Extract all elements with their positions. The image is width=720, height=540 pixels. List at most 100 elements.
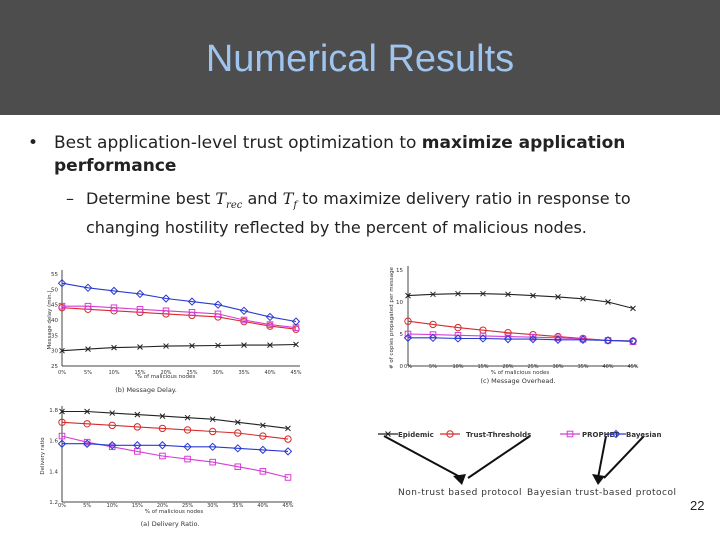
x-tick-label: 30% [552,364,563,370]
annotation-bayesian-trust: Bayesian trust-based protocol [527,488,677,498]
legend-label: PROPHET [582,431,619,439]
epidemic-point [293,341,299,348]
prophet-point [84,302,92,310]
prophet-point [108,443,116,451]
bayesian-point [208,442,217,452]
x-tick-label: 45% [282,503,293,509]
t-f-base: T [282,189,294,208]
bayesian-point [135,289,145,299]
bayesian-point [503,334,513,344]
y-tick-label: 1.4 [49,469,58,475]
t-rec-symbol: Trec [215,189,243,212]
epidemic-point [530,292,536,299]
epidemic-point [137,344,143,350]
annotation-arrows [383,435,645,485]
x-axis-label: % of malicious nodes [491,370,550,376]
x-tick-label: 10% [452,364,463,370]
y-axis-label: Delivery ratio [40,437,46,475]
y-tick-label: 10 [396,300,403,306]
epidemic-point [59,408,65,415]
epidemic-point-stroke-b [285,425,291,432]
sub-bullet-marker: – [66,189,74,208]
t-f-sub: f [293,200,298,212]
epidemic-point-stroke-b [293,341,299,348]
series-line-prophet [61,435,289,479]
epidemic-point-stroke-b [215,342,221,349]
x-tick-label: 35% [577,364,588,370]
y-tick-label: 0 [400,364,404,370]
y-tick-label: 1.2 [49,500,58,506]
sub-text-part2: and [242,189,283,208]
x-tick-label: 5% [84,370,92,376]
trust-thresholds-point [58,418,66,426]
epidemic-point-stroke-b [163,343,169,349]
bayesian-point [603,336,613,345]
trust-thresholds-point [404,317,412,325]
epidemic-point-stroke-b [630,305,636,312]
y-tick-label: 1.6 [49,439,58,445]
x-tick-label: 40% [602,364,613,370]
prophet-point [284,474,292,481]
epidemic-point-stroke-b [580,295,586,302]
prophet-point [214,310,222,318]
epidemic-point-stroke-b [530,292,536,299]
y-axis-label: Message delay (min.) [47,290,53,349]
epidemic-point [405,292,411,299]
x-tick-label: 15% [132,503,143,509]
epidemic-point-stroke-b [134,411,141,418]
trust-thresholds-point [454,323,462,332]
x-tick-label: 20% [502,364,513,370]
legend-label: Trust-Thresholds [466,431,531,439]
x-tick-label: 45% [290,370,301,376]
epidemic-point [455,290,461,297]
bullet-marker: • [28,133,39,153]
epidemic-point [385,431,391,437]
x-tick-label: 5% [83,503,91,509]
bayesian-point [187,297,197,306]
epidemic-point-stroke-b [59,408,65,415]
epidemic-point [234,419,241,426]
series-line-epidemic [407,293,634,309]
epidemic-point [630,305,636,312]
epidemic-point [267,342,273,349]
series-line-trust-thresholds [61,421,289,440]
prophet-point [188,309,196,316]
annotation-non-trust: Non-trust based protocol [398,488,522,498]
bayesian-point [611,429,621,439]
trust-thresholds-point [234,429,242,437]
prophet-point [234,463,242,471]
slide-header: Numerical Results [0,0,720,115]
epidemic-point [184,414,191,421]
chart-caption: (c) Message Overhead. [480,377,555,385]
series-line-trust-thresholds [61,307,297,330]
t-rec-sub: rec [226,200,243,212]
y-tick-label: 5 [400,332,404,338]
prophet-point [58,302,66,310]
trust-thresholds-point [133,423,142,431]
epidemic-point [159,413,166,419]
epidemic-point [430,291,436,298]
y-tick-label: 45 [51,303,58,309]
bayesian-point [239,306,249,316]
epidemic-point-stroke-b [159,413,166,419]
sub-bullet-text: Determine best Trec and Tf to maximize d… [86,188,686,239]
prophet-point [136,305,144,313]
bayesian-point [283,447,293,456]
epidemic-point [285,425,291,432]
trust-thresholds-point [108,421,116,430]
bayesian-point [291,317,301,326]
y-tick-label: 25 [51,364,58,370]
epidemic-point-stroke-b [109,410,116,416]
bayesian-point [57,439,67,448]
epidemic-point-stroke-b [234,419,241,426]
bayesian-point [628,336,638,346]
y-tick-label: 55 [51,272,58,278]
bayesian-point [133,441,142,450]
chart-caption: (a) Delivery Ratio. [141,520,200,528]
bayesian-point [258,445,268,455]
epidemic-point-stroke-b [455,290,461,297]
bayesian-point [213,300,223,309]
epidemic-point-stroke-b [260,422,266,429]
prophet-point [184,455,191,463]
